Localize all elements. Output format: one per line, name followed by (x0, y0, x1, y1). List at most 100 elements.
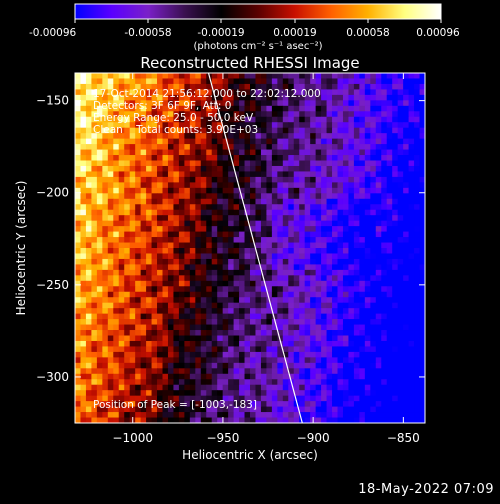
heatmap-cell (271, 346, 278, 353)
heatmap-cell (250, 319, 256, 325)
colorbar-tick-label: 0.00019 (273, 27, 316, 39)
heatmap-cell (282, 133, 289, 140)
heatmap-cell (353, 412, 360, 418)
heatmap-cell (293, 144, 300, 150)
heatmap-cell (381, 83, 388, 90)
heatmap-cell (244, 111, 251, 118)
heatmap-cell (277, 384, 284, 391)
heatmap-cell (282, 373, 289, 380)
heatmap-cell (211, 346, 218, 353)
heatmap-cell (250, 297, 256, 304)
heatmap-cell (157, 165, 163, 172)
heatmap-cell (370, 264, 377, 271)
heatmap-cell (315, 297, 322, 304)
heatmap-cell (102, 319, 109, 325)
heatmap-cell (118, 226, 125, 232)
heatmap-cell (91, 335, 98, 342)
heatmap-cell (403, 324, 409, 331)
heatmap-cell (80, 73, 87, 79)
heatmap-cell (375, 324, 382, 331)
heatmap-cell (244, 133, 251, 140)
heatmap-cell (129, 302, 136, 309)
heatmap-cell (173, 215, 180, 222)
heatmap-cell (255, 171, 262, 178)
heatmap-cell (266, 313, 273, 320)
heatmap-cell (96, 122, 103, 129)
heatmap-cell (255, 362, 262, 369)
heatmap-cell (381, 248, 388, 254)
heatmap-cell (75, 160, 81, 167)
heatmap-cell (266, 340, 273, 347)
heatmap-cell (135, 89, 142, 96)
heatmap-cell (353, 401, 360, 407)
heatmap-cell (315, 253, 322, 260)
heatmap-cell (102, 390, 109, 397)
heatmap-cell (118, 193, 125, 200)
heatmap-cell (75, 264, 81, 271)
heatmap-cell (200, 165, 207, 172)
heatmap-cell (370, 111, 377, 118)
heatmap-cell (277, 319, 284, 325)
heatmap-cell (364, 368, 371, 375)
heatmap-cell (162, 127, 169, 134)
heatmap-cell (211, 264, 218, 271)
heatmap-cell (75, 155, 81, 161)
heatmap-cell (277, 209, 284, 216)
heatmap-cell (342, 384, 349, 391)
heatmap-cell (364, 351, 371, 358)
heatmap-cell (255, 144, 262, 150)
heatmap-cell (315, 204, 322, 211)
heatmap-cell (260, 116, 267, 123)
heatmap-cell (386, 368, 393, 375)
heatmap-cell (184, 269, 191, 276)
heatmap-cell (113, 187, 120, 194)
heatmap-cell (250, 122, 256, 129)
heatmap-cell (107, 100, 114, 107)
heatmap-cell (255, 286, 262, 293)
heatmap-cell (222, 373, 229, 380)
heatmap-cell (173, 83, 180, 90)
heatmap-cell (288, 417, 295, 423)
heatmap-cell (288, 302, 295, 309)
heatmap-cell (310, 351, 317, 358)
heatmap-cell (397, 253, 404, 260)
heatmap-cell (228, 379, 234, 386)
heatmap-cell (178, 171, 185, 178)
heatmap-cell (206, 127, 213, 134)
heatmap-cell (359, 226, 366, 232)
heatmap-cell (375, 412, 382, 418)
heatmap-cell (244, 105, 251, 112)
heatmap-cell (392, 83, 399, 90)
heatmap-cell (228, 291, 234, 298)
heatmap-cell (414, 111, 420, 118)
heatmap-cell (250, 220, 256, 227)
heatmap-cell (157, 149, 163, 156)
heatmap-cell (178, 340, 185, 347)
heatmap-cell (321, 94, 327, 101)
heatmap-cell (288, 182, 295, 189)
heatmap-cell (419, 209, 425, 216)
heatmap-cell (370, 165, 377, 172)
heatmap-cell (217, 406, 224, 413)
heatmap-cell (228, 401, 234, 407)
heatmap-cell (140, 160, 147, 167)
heatmap-cell (124, 264, 131, 271)
heatmap-cell (167, 231, 174, 238)
heatmap-cell (85, 417, 92, 423)
heatmap-cell (408, 302, 415, 309)
heatmap-cell (222, 89, 229, 96)
heatmap-cell (195, 313, 202, 320)
heatmap-cell (206, 155, 213, 161)
heatmap-cell (118, 373, 125, 380)
heatmap-cell (206, 291, 213, 298)
heatmap-cell (129, 176, 136, 183)
heatmap-cell (414, 302, 420, 309)
heatmap-cell (162, 406, 169, 413)
heatmap-cell (326, 313, 333, 320)
heatmap-cell (271, 253, 278, 260)
heatmap-cell (332, 133, 338, 140)
heatmap-cell (337, 237, 344, 243)
heatmap-cell (403, 379, 409, 386)
heatmap-cell (200, 313, 207, 320)
heatmap-cell (211, 362, 218, 369)
